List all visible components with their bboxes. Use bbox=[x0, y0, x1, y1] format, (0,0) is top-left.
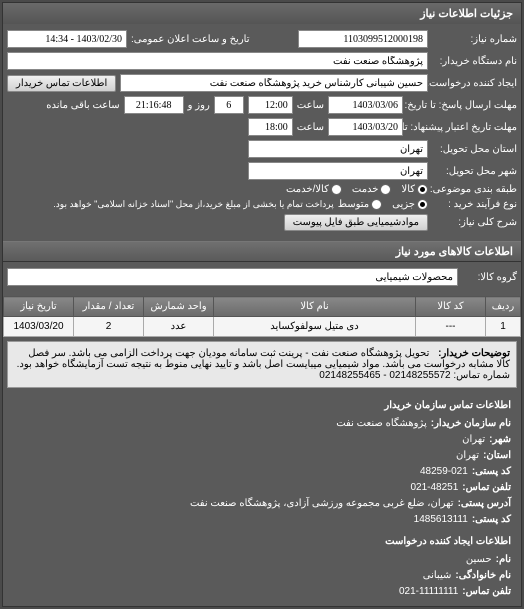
req-fname-label: نام: bbox=[496, 552, 511, 568]
group-label: گروه کالا: bbox=[462, 272, 517, 283]
req-lname-label: نام خانوادگی: bbox=[455, 568, 511, 584]
panel-title: جزئیات اطلاعات نیاز bbox=[3, 3, 521, 24]
org-postcode: 48259-021 bbox=[420, 464, 468, 480]
org-province: تهران bbox=[456, 448, 479, 464]
desc-label: شرح کلی نیاز: bbox=[432, 217, 517, 228]
form-area: شماره نیاز: تاریخ و ساعت اعلان عمومی: نا… bbox=[3, 24, 521, 241]
remaining-suffix: ساعت باقی مانده bbox=[46, 100, 119, 111]
table-header-row: ردیف کد کالا نام کالا واحد شمارش تعداد /… bbox=[4, 297, 521, 317]
radio-icon bbox=[417, 184, 428, 195]
validity-date bbox=[328, 118, 403, 136]
org-value: پژوهشگاه صنعت نفت bbox=[336, 416, 427, 432]
cat-service-radio[interactable]: خدمت bbox=[352, 184, 392, 195]
items-section-title: اطلاعات کالاهای مورد نیاز bbox=[3, 241, 521, 262]
deadline-send-time bbox=[248, 96, 293, 114]
cell-n: 1 bbox=[486, 317, 521, 337]
creator-field bbox=[120, 74, 428, 92]
remaining-days-label: روز و bbox=[188, 100, 210, 111]
org-label: نام سازمان خریدار: bbox=[431, 416, 511, 432]
city-label: شهر محل تحویل: bbox=[432, 166, 517, 177]
desc-attachment-button[interactable]: موادشیمیایی طبق فایل پیوست bbox=[284, 214, 428, 231]
col-code: کد کالا bbox=[416, 297, 486, 317]
org-addr: تهران، ضلع غربی مجموعه ورزشی آزادی، پژوه… bbox=[190, 496, 454, 512]
org-province-label: استان: bbox=[483, 448, 511, 464]
remaining-time bbox=[124, 96, 184, 114]
buyer-note-label: توضیحات خریدار: bbox=[438, 348, 510, 359]
radio-icon bbox=[417, 199, 428, 210]
deadline-send-label: مهلت ارسال پاسخ: تا تاریخ: bbox=[407, 100, 517, 111]
announce-label: تاریخ و ساعت اعلان عمومی: bbox=[131, 34, 250, 45]
validity-time bbox=[248, 118, 293, 136]
org-postcode-label: کد پستی: bbox=[472, 464, 511, 480]
pay-small-radio[interactable]: جزیی bbox=[392, 199, 428, 210]
time-label-2: ساعت bbox=[297, 122, 324, 133]
req-phone-label: تلفن تماس: bbox=[462, 584, 511, 600]
radio-icon bbox=[371, 199, 382, 210]
col-unit: واحد شمارش bbox=[144, 297, 214, 317]
cell-code: --- bbox=[416, 317, 486, 337]
buyer-note-text: تحویل پژوهشگاه صنعت نفت - پرینت ثبت ساما… bbox=[17, 348, 510, 381]
cell-qty: 2 bbox=[74, 317, 144, 337]
contact-buyer-button[interactable]: اطلاعات تماس خریدار bbox=[7, 75, 116, 92]
details-panel: جزئیات اطلاعات نیاز شماره نیاز: تاریخ و … bbox=[2, 2, 522, 607]
org-addr-label: آدرس پستی: bbox=[458, 496, 511, 512]
cat-goods-service-radio[interactable]: کالا/خدمت bbox=[286, 184, 342, 195]
table-row[interactable]: 1 --- دی متیل سولفوکساید عدد 2 1403/03/2… bbox=[4, 317, 521, 337]
req-lname: شیبانی bbox=[423, 568, 452, 584]
org-phone: 021-48251 bbox=[410, 480, 458, 496]
org-city: تهران bbox=[462, 432, 485, 448]
remaining-days bbox=[214, 96, 244, 114]
cat-goods-radio[interactable]: کالا bbox=[401, 184, 428, 195]
time-label-1: ساعت bbox=[297, 100, 324, 111]
col-qty: تعداد / مقدار bbox=[74, 297, 144, 317]
category-radio-group: کالا خدمت کالا/خدمت bbox=[286, 184, 428, 195]
city-field bbox=[248, 162, 428, 180]
creator-label: ایجاد کننده درخواست: bbox=[432, 78, 517, 89]
org-city-label: شهر: bbox=[489, 432, 511, 448]
deadline-send-date bbox=[328, 96, 403, 114]
req-no-label: شماره نیاز: bbox=[432, 34, 517, 45]
validity-label: مهلت تاریخ اعتبار پیشنهاد: تا تاریخ: bbox=[407, 122, 517, 133]
col-row: ردیف bbox=[486, 297, 521, 317]
org-pobox: 1485613111 bbox=[414, 512, 468, 528]
org-phone-label: تلفن تماس: bbox=[462, 480, 511, 496]
payment-label: نوع فرآیند خرید : bbox=[432, 199, 517, 210]
announce-field bbox=[7, 30, 127, 48]
buyer-name-label: نام دستگاه خریدار: bbox=[432, 56, 517, 67]
buyer-name-field bbox=[7, 52, 428, 70]
req-fname: حسین bbox=[466, 552, 492, 568]
province-field bbox=[248, 140, 428, 158]
pay-note: پرداخت تمام یا بخشی از مبلغ خرید،از محل … bbox=[53, 199, 333, 210]
req-phone: 021-11111111 bbox=[399, 584, 458, 600]
buyer-note-box: توضیحات خریدار: تحویل پژوهشگاه صنعت نفت … bbox=[7, 341, 517, 388]
pay-medium-radio[interactable]: متوسط bbox=[338, 199, 382, 210]
org-contact-title: اطلاعات تماس سازمان خریدار bbox=[13, 398, 511, 414]
col-date: تاریخ نیاز bbox=[4, 297, 74, 317]
category-label: طبقه بندی موضوعی: bbox=[432, 184, 517, 195]
cell-date: 1403/03/20 bbox=[4, 317, 74, 337]
province-label: استان محل تحویل: bbox=[432, 144, 517, 155]
req-contact-title: اطلاعات ایجاد کننده درخواست bbox=[13, 534, 511, 550]
org-contact-block: اطلاعات تماس سازمان خریدار نام سازمان خر… bbox=[3, 392, 521, 606]
col-name: نام کالا bbox=[214, 297, 416, 317]
radio-icon bbox=[331, 184, 342, 195]
payment-radio-group: جزیی متوسط bbox=[338, 199, 428, 210]
cell-unit: عدد bbox=[144, 317, 214, 337]
radio-icon bbox=[380, 184, 391, 195]
cell-name: دی متیل سولفوکساید bbox=[214, 317, 416, 337]
group-field bbox=[7, 268, 458, 286]
req-no-field bbox=[298, 30, 428, 48]
org-pobox-label: کد پستی: bbox=[472, 512, 511, 528]
items-table: ردیف کد کالا نام کالا واحد شمارش تعداد /… bbox=[3, 296, 521, 337]
